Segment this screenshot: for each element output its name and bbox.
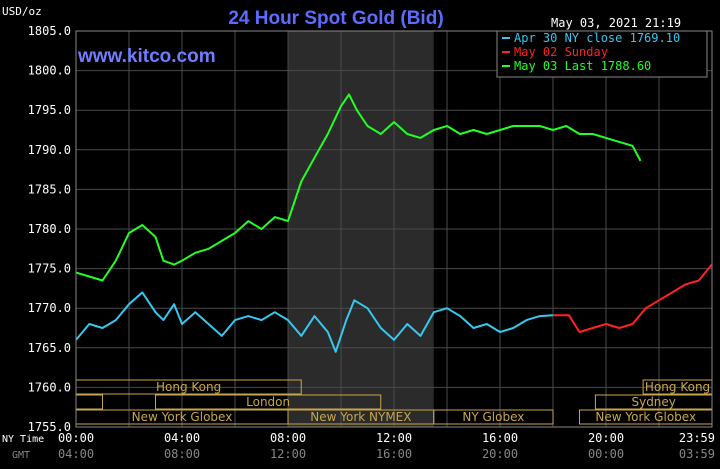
y-tick-label: 1790.0: [28, 143, 71, 157]
legend-entry: Apr 30 NY close 1769.10: [514, 31, 680, 45]
ny-time-tick: 23:59: [679, 431, 715, 445]
gmt-tick: 16:00: [376, 447, 412, 461]
gmt-tick: 12:00: [270, 447, 306, 461]
ny-time-tick: 00:00: [58, 431, 94, 445]
gmt-tick: 00:00: [588, 447, 624, 461]
unit-label: USD/oz: [2, 5, 42, 18]
y-tick-label: 1765.0: [28, 341, 71, 355]
market-session-label: NY Globex: [462, 410, 524, 424]
y-axis-ticks: 1755.0 1760.0 1765.0 1770.0 1775.0 1780.0 1785…: [28, 24, 71, 434]
gmt-label: GMT: [12, 450, 30, 461]
ny-time-tick: 16:00: [482, 431, 518, 445]
grid: [76, 30, 712, 428]
ny-time-tick: 20:00: [588, 431, 624, 445]
y-tick-label: 1795.0: [28, 103, 71, 117]
gmt-tick: 20:00: [482, 447, 518, 461]
y-tick-label: 1805.0: [28, 24, 71, 38]
chart-title: 24 Hour Spot Gold (Bid): [228, 8, 443, 29]
watermark: www.kitco.com: [77, 46, 216, 67]
series-line: [75, 291, 554, 353]
gmt-tick: 04:00: [58, 447, 94, 461]
market-session-bar: [433, 409, 554, 425]
y-tick-label: 1770.0: [28, 301, 71, 315]
market-session-label: Hong Kong: [645, 380, 710, 394]
price-series: [75, 93, 713, 353]
market-session-label: Sydney: [631, 395, 675, 409]
market-session-label: Hong Kong: [156, 380, 221, 394]
timestamp: May 03, 2021 21:19: [551, 16, 681, 30]
ny-time-tick: 04:00: [164, 431, 200, 445]
market-session-label: London: [246, 395, 290, 409]
gmt-tick: 03:59: [679, 447, 715, 461]
ny-time-label: NY Time: [2, 434, 44, 445]
series-line: [553, 263, 713, 333]
series-line: [75, 93, 642, 282]
y-tick-label: 1800.0: [28, 64, 71, 78]
y-tick-label: 1760.0: [28, 380, 71, 394]
ny-time-tick: 12:00: [376, 431, 412, 445]
legend-entry: May 02 Sunday: [514, 45, 608, 59]
y-tick-label: 1785.0: [28, 182, 71, 196]
legend-entry: May 03 Last 1788.60: [514, 59, 651, 73]
plot-frame: [75, 30, 713, 428]
market-session-label: New York Globex: [132, 410, 233, 424]
market-session-label: New York NYMEX: [310, 410, 411, 424]
x-axis-ticks: 00:00 04:00 04:00 08:00 08:00 12:00 12:00 16:00…: [58, 431, 715, 461]
y-tick-label: 1775.0: [28, 262, 71, 276]
y-tick-label: 1755.0: [28, 420, 71, 434]
market-session-label: New York Globex: [595, 410, 696, 424]
market-session-bar: [155, 394, 382, 410]
y-tick-label: 1780.0: [28, 222, 71, 236]
gmt-tick: 08:00: [164, 447, 200, 461]
ny-time-tick: 08:00: [270, 431, 306, 445]
legend-box: [496, 30, 708, 78]
